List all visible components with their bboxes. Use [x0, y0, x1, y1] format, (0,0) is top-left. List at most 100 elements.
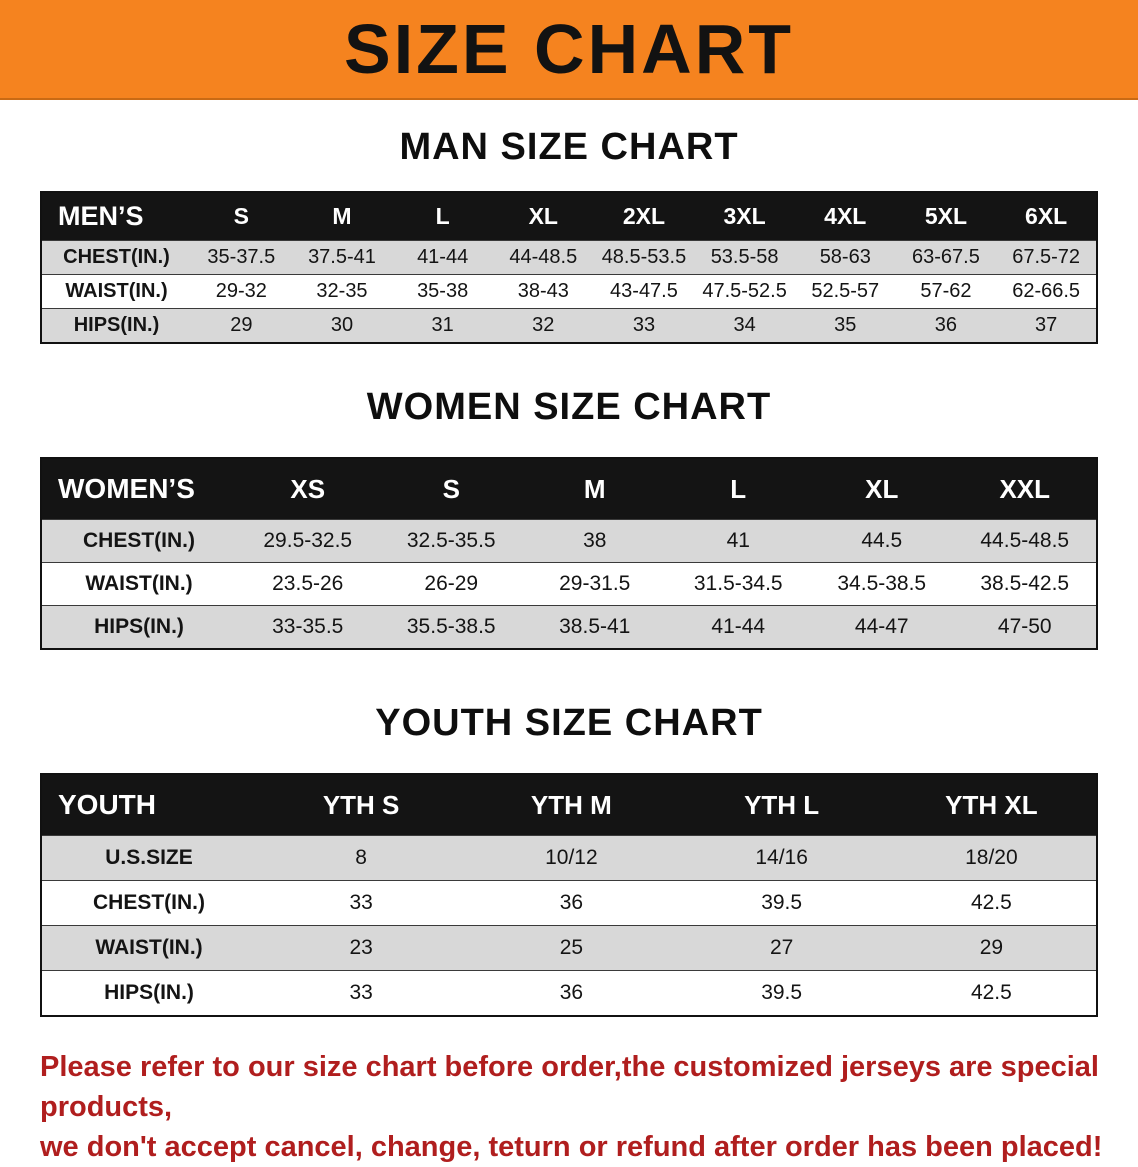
table-row: WAIST(IN.) 29-32 32-35 35-38 38-43 43-47.5 47.… — [41, 274, 1097, 309]
size-header-cell: YTH XL — [945, 789, 1038, 820]
footer-note-line-1: Please refer to our size chart before or… — [40, 1051, 1099, 1124]
value-cell: 23.5-26 — [272, 572, 344, 595]
value-cell: 33 — [349, 891, 373, 914]
value-cell: 41-44 — [417, 246, 469, 268]
value-cell: 43-47.5 — [610, 280, 678, 302]
table-row: WAIST(IN.) 23.5-26 26-29 29-31.5 31.5-34.5 34… — [41, 562, 1097, 606]
value-cell: 30 — [330, 314, 354, 336]
size-header-cell: M — [583, 473, 606, 504]
youth-size-table: YOUTH YTH S YTH M YTH L YTH XL U.S.SIZE 8 10/12… — [40, 773, 1098, 1017]
value-cell: 33-35.5 — [272, 615, 344, 638]
value-cell: 38-43 — [517, 280, 569, 302]
value-cell: 29-31.5 — [559, 572, 631, 595]
row-label-cell: HIPS(IN.) — [73, 314, 160, 336]
value-cell: 36 — [559, 891, 584, 914]
size-header-cell: 2XL — [622, 203, 666, 229]
value-cell: 29.5-32.5 — [263, 529, 353, 552]
table-row: WAIST(IN.) 23 25 27 29 — [41, 925, 1097, 971]
youth-section-heading: YOUTH SIZE CHART — [375, 702, 763, 744]
value-cell: 44-47 — [854, 615, 909, 638]
value-cell: 8 — [355, 846, 367, 869]
value-cell: 32 — [532, 314, 555, 336]
value-cell: 38.5-41 — [559, 615, 631, 638]
value-cell: 36 — [559, 981, 584, 1004]
size-chart-banner: SIZE CHART — [0, 0, 1138, 100]
table-header-row: MEN’S S M L XL 2XL 3XL 4XL 5XL 6XL — [41, 192, 1097, 241]
value-cell: 35-38 — [417, 280, 469, 302]
value-cell: 14/16 — [755, 846, 808, 869]
value-cell: 41-44 — [711, 615, 766, 638]
row-label-cell: U.S.SIZE — [105, 846, 193, 869]
value-cell: 37.5-41 — [308, 246, 376, 268]
table-header-row: YOUTH YTH S YTH M YTH L YTH XL — [41, 774, 1097, 836]
men-section-heading: MAN SIZE CHART — [399, 126, 739, 168]
size-header-cell: S — [442, 473, 460, 504]
value-cell: 37 — [1035, 314, 1058, 336]
value-cell: 35-37.5 — [207, 246, 276, 268]
value-cell: 58-63 — [819, 246, 871, 268]
table-row: CHEST(IN.) 29.5-32.5 32.5-35.5 38 41 44.5 44.5… — [41, 519, 1097, 563]
value-cell: 34 — [733, 314, 756, 336]
value-cell: 32-35 — [316, 280, 368, 302]
value-cell: 35.5-38.5 — [406, 615, 496, 638]
size-header-cell: M — [332, 203, 352, 229]
footer-note: Please refer to our size chart before or… — [40, 1047, 1110, 1167]
value-cell: 47-50 — [997, 615, 1052, 638]
value-cell: 32.5-35.5 — [406, 529, 496, 552]
women-section-heading: WOMEN SIZE CHART — [366, 386, 772, 428]
table-title-cell: MEN’S — [58, 201, 144, 231]
size-header-cell: XL — [865, 473, 899, 504]
table-row: HIPS(IN.) 33-35.5 35.5-38.5 38.5-41 41-44 44-… — [41, 605, 1097, 649]
size-header-cell: YTH L — [744, 789, 820, 820]
size-header-cell: L — [730, 473, 747, 504]
size-header-cell: XXL — [999, 473, 1051, 504]
value-cell: 41 — [726, 529, 750, 552]
value-cell: 62-66.5 — [1012, 280, 1081, 302]
value-cell: 10/12 — [545, 846, 598, 869]
value-cell: 31 — [431, 314, 454, 336]
size-header-cell: XL — [528, 203, 558, 229]
table-row: CHEST(IN.) 35-37.5 37.5-41 41-44 44-48.5 48.5… — [41, 240, 1097, 275]
size-header-cell: YTH M — [530, 789, 612, 820]
value-cell: 29-32 — [215, 280, 267, 302]
row-label-cell: CHEST(IN.) — [83, 529, 195, 552]
value-cell: 44-48.5 — [509, 246, 578, 268]
row-label-cell: WAIST(IN.) — [65, 280, 168, 302]
size-header-cell: L — [435, 203, 450, 229]
footer-note-line-2: we don't accept cancel, change, teturn o… — [40, 1131, 1103, 1164]
row-label-cell: CHEST(IN.) — [63, 246, 170, 268]
table-header-row: WOMEN’S XS S M L XL XXL — [41, 458, 1097, 520]
value-cell: 47.5-52.5 — [702, 280, 787, 302]
value-cell: 42.5 — [970, 891, 1012, 914]
value-cell: 27 — [769, 936, 794, 959]
table-row: U.S.SIZE 8 10/12 14/16 18/20 — [41, 835, 1097, 881]
size-header-cell: 3XL — [723, 203, 766, 229]
value-cell: 39.5 — [761, 891, 803, 914]
page-title: SIZE CHART — [344, 10, 794, 88]
value-cell: 38 — [583, 529, 607, 552]
women-size-table: WOMEN’S XS S M L XL XXL CHEST(IN.) 29.5-32.5 32.5… — [40, 457, 1098, 650]
value-cell: 63-67.5 — [912, 246, 980, 268]
table-row: HIPS(IN.) 29 30 31 32 33 34 35 36 37 — [41, 308, 1097, 343]
row-label-cell: HIPS(IN.) — [104, 981, 194, 1004]
men-size-table: MEN’S S M L XL 2XL 3XL 4XL 5XL 6XL CHEST(IN.) 35-37… — [40, 191, 1098, 344]
value-cell: 67.5-72 — [1012, 246, 1081, 268]
row-label-cell: WAIST(IN.) — [95, 936, 203, 959]
size-header-cell: 4XL — [824, 203, 867, 229]
size-header-cell: 6XL — [1025, 203, 1068, 229]
size-header-cell: S — [233, 203, 249, 229]
value-cell: 33 — [632, 314, 656, 336]
size-header-cell: 5XL — [924, 203, 968, 229]
table-row: HIPS(IN.) 33 36 39.5 42.5 — [41, 970, 1097, 1016]
value-cell: 44.5-48.5 — [980, 529, 1070, 552]
value-cell: 57-62 — [920, 280, 972, 302]
value-cell: 18/20 — [965, 846, 1018, 869]
value-cell: 48.5-53.5 — [601, 246, 687, 268]
value-cell: 23 — [349, 936, 373, 959]
value-cell: 26-29 — [424, 572, 479, 595]
value-cell: 44.5 — [861, 529, 903, 552]
value-cell: 35 — [834, 314, 857, 336]
value-cell: 29 — [230, 314, 253, 336]
value-cell: 38.5-42.5 — [980, 572, 1070, 595]
